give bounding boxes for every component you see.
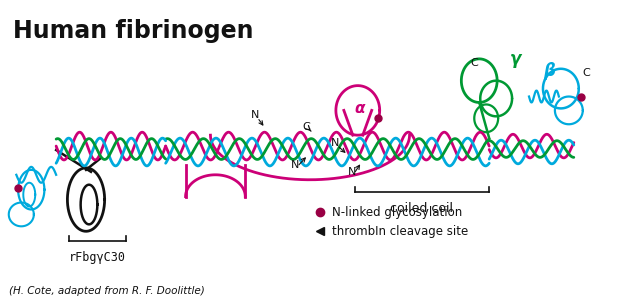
Text: N: N (251, 110, 259, 120)
Text: N: N (291, 160, 299, 170)
Text: β: β (543, 62, 555, 80)
Text: N: N (331, 138, 339, 148)
Text: C: C (302, 122, 310, 132)
Text: α: α (355, 101, 365, 116)
Text: thrombIn cleavage site: thrombIn cleavage site (332, 225, 468, 238)
Text: (H. Cote, adapted from R. F. Doolittle): (H. Cote, adapted from R. F. Doolittle) (9, 286, 205, 296)
Text: C: C (470, 58, 478, 68)
Text: C: C (582, 68, 591, 78)
Text: coiled coil: coiled coil (391, 202, 454, 215)
Text: N-linked glycosylation: N-linked glycosylation (332, 206, 462, 219)
Text: N: N (348, 167, 356, 177)
Text: Human fibrinogen: Human fibrinogen (14, 19, 254, 43)
Text: rFbgγC30: rFbgγC30 (69, 251, 126, 264)
Text: γ: γ (511, 50, 522, 68)
